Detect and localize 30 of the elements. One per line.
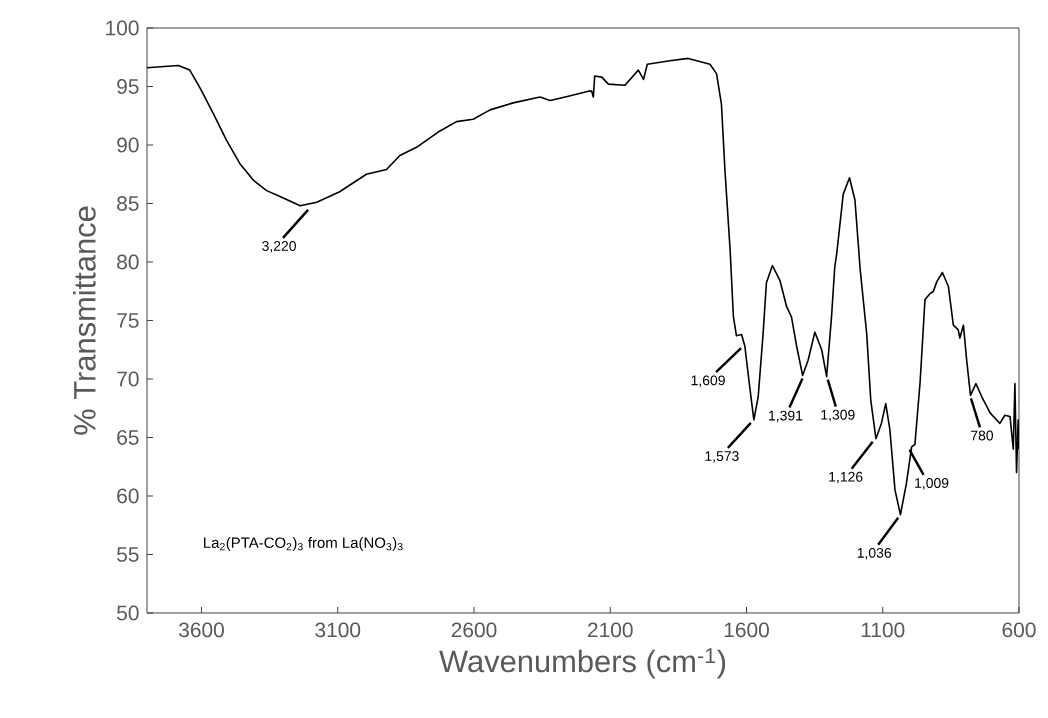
x-tick-label: 2100 xyxy=(588,622,633,638)
x-axis-title: Wavenumbers (cm$^{-1}$) xyxy=(439,648,726,679)
x-tick-label: 2600 xyxy=(451,622,497,638)
y-tick-label: 50 xyxy=(117,605,139,621)
y-tick-label: 85 xyxy=(117,196,139,211)
y-tick-label: 75 xyxy=(117,313,139,328)
x-tick-label: 600 xyxy=(1002,622,1036,638)
annotation: 1,391 xyxy=(769,410,803,423)
annotation: 780 xyxy=(971,430,994,441)
annotation: 1,036 xyxy=(857,547,892,560)
y-tick-label: 70 xyxy=(117,371,139,387)
annotation: 1,009 xyxy=(915,478,949,490)
y-tick-label: 55 xyxy=(117,547,139,562)
y-tick-label: 80 xyxy=(117,254,139,270)
annotation: 3,220 xyxy=(262,241,296,253)
text: La$_{2}$(PTA-CO$_{2}$)$_{3}$ from La(NO$_{3}$)$_{3}$ xyxy=(204,537,403,551)
y-tick-label: 90 xyxy=(117,137,139,153)
x-tick-label: 1600 xyxy=(724,622,769,638)
x-tick-label: 3100 xyxy=(315,622,361,638)
y-tick-label: 65 xyxy=(117,430,139,445)
y-tick-label: 100 xyxy=(106,20,139,36)
y-axis-title: % Transmittance xyxy=(73,206,96,435)
annotation: 1,309 xyxy=(821,409,855,422)
annotation: 1,573 xyxy=(705,451,739,463)
annotation: 1,609 xyxy=(691,375,725,387)
x-tick-label: 1100 xyxy=(861,622,905,638)
x-tick-label: 3600 xyxy=(179,622,224,638)
y-tick-label: 60 xyxy=(117,488,139,504)
annotation: 1,126 xyxy=(829,471,863,484)
y-tick-label: 95 xyxy=(117,79,139,94)
